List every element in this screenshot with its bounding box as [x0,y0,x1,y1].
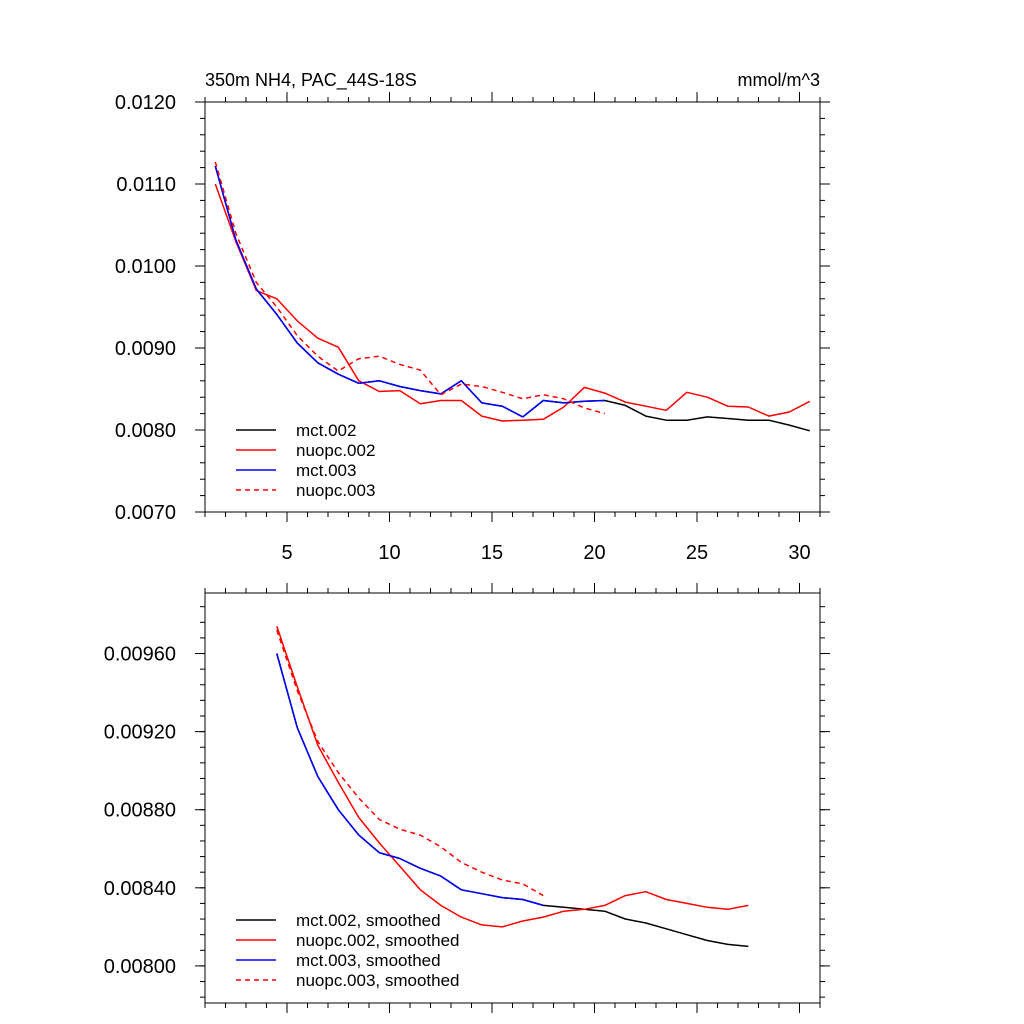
series-line-nuopc-003 [214,161,606,415]
y-tick-label: 0.0090 [115,338,176,360]
y-tick-label: 0.0100 [115,256,176,278]
y-tick-label: 0.0120 [115,92,176,114]
x-tick-label: 5 [281,542,292,564]
legend-label-nuopc-002-smoothed: nuopc.002, smoothed [296,931,460,950]
legend-label-nuopc-002: nuopc.002 [296,441,375,460]
top-series-lines [214,161,811,432]
y-tick-label: 0.00960 [104,644,176,666]
top-panel: 350m NH4, PAC_44S-18S mmol/m^3 5 10 15 20 25… [115,70,830,564]
x-tick-label: 25 [686,542,708,564]
units-label: mmol/m^3 [738,70,820,90]
bottom-plot-frame [204,592,821,1004]
bottom-series-lines [276,625,749,948]
y-tick-label: 0.0080 [115,420,176,442]
y-tick-label: 0.0110 [116,174,176,196]
legend-label-nuopc-003-smoothed: nuopc.003, smoothed [296,971,460,990]
chart-title: 350m NH4, PAC_44S-18S [205,70,417,91]
legend-label-mct-002: mct.002 [296,421,356,440]
y-tick-label: 0.00880 [104,800,176,822]
x-tick-label: 30 [788,542,810,564]
series-line-mct-003 [214,165,605,418]
top-plot-frame [204,101,821,513]
x-tick-label: 15 [481,542,503,564]
series-line-nuopc-002-smoothed [276,625,749,928]
x-tick-label: 10 [378,542,400,564]
legend-label-nuopc-003: nuopc.003 [296,481,375,500]
legend-label-mct-002-smoothed: mct.002, smoothed [296,911,441,930]
legend-label-mct-003-smoothed: mct.003, smoothed [296,951,441,970]
legend-label-mct-003: mct.003 [296,461,356,480]
y-tick-label: 0.00920 [104,722,176,744]
y-tick-label: 0.0070 [115,502,176,524]
x-tick-label: 20 [583,542,605,564]
y-tick-label: 0.00800 [104,956,176,978]
series-line-nuopc-003-smoothed [276,629,544,897]
series-line-mct-003-smoothed [276,653,544,907]
bottom-panel: 0.00800 0.00840 0.00880 0.00920 0.00960 mct.… [104,583,830,1013]
top-axis-ticks: 5 10 15 20 25 30 0.0070 0.0080 0.0090 0.0100 0.011… [115,92,830,564]
y-tick-label: 0.00840 [104,878,176,900]
series-line-nuopc-002 [214,183,811,422]
bottom-axis-ticks: 0.00800 0.00840 0.00880 0.00920 0.00960 [104,583,830,1013]
